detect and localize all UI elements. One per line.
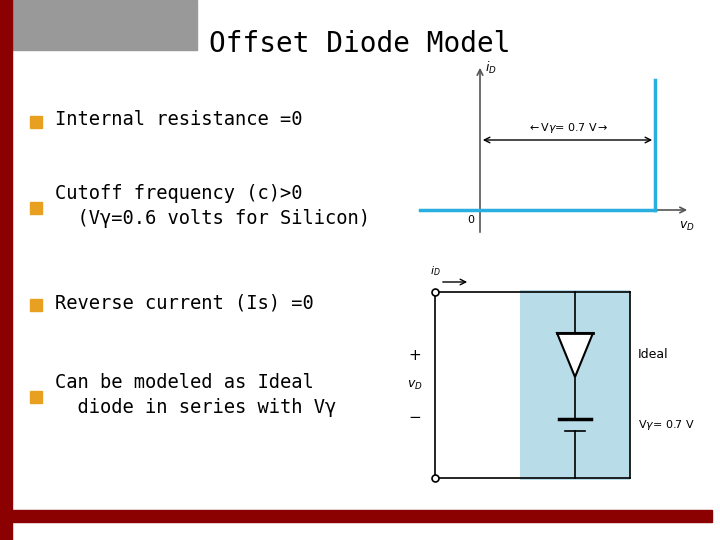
Bar <box>12 510 712 522</box>
Text: $v_D$: $v_D$ <box>407 379 423 392</box>
Polygon shape <box>557 333 593 377</box>
Text: Cutoff frequency (c)>0
  (Vγ=0.6 volts for Silicon): Cutoff frequency (c)>0 (Vγ=0.6 volts for… <box>55 184 370 228</box>
Text: 0: 0 <box>467 215 474 225</box>
Text: $-$: $-$ <box>408 408 422 422</box>
Text: Reverse current (Is) =0: Reverse current (Is) =0 <box>55 294 314 313</box>
Text: $\leftarrow$V$\gamma$= 0.7 V$\rightarrow$: $\leftarrow$V$\gamma$= 0.7 V$\rightarrow… <box>527 121 608 135</box>
Bar <box>30 299 42 311</box>
Text: $i_D$: $i_D$ <box>485 60 497 76</box>
Bar <box>30 116 42 127</box>
Bar <box>30 391 42 403</box>
Text: +: + <box>409 348 421 362</box>
Text: $v_D$: $v_D$ <box>679 220 695 233</box>
Text: Ideal: Ideal <box>638 348 669 361</box>
Bar <box>520 290 630 480</box>
Text: Offset Diode Model: Offset Diode Model <box>210 30 510 58</box>
Text: $i_D$: $i_D$ <box>430 264 441 278</box>
Bar <box>0 0 12 540</box>
Bar <box>12 0 197 50</box>
Text: Can be modeled as Ideal
  diode in series with Vγ: Can be modeled as Ideal diode in series … <box>55 373 336 417</box>
Text: V$\gamma$= 0.7 V: V$\gamma$= 0.7 V <box>638 418 695 432</box>
Text: Internal resistance =0: Internal resistance =0 <box>55 110 302 129</box>
Bar <box>30 202 42 214</box>
